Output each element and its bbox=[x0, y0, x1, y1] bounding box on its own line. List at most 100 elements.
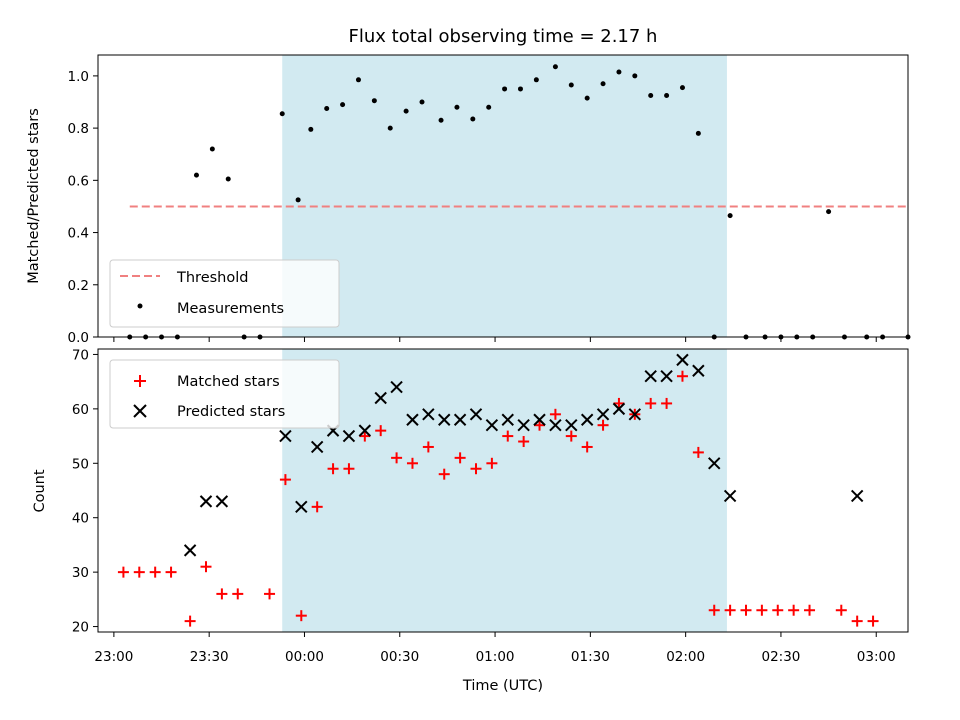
predicted-star-point bbox=[580, 413, 594, 426]
y-tick-label: 0.0 bbox=[68, 330, 89, 346]
matched-star-point bbox=[311, 501, 323, 513]
legend-measurements-swatch bbox=[137, 303, 143, 309]
matched-star-point bbox=[772, 604, 784, 616]
matched-star-point bbox=[565, 430, 577, 442]
predicted-star-point bbox=[279, 429, 292, 443]
measurement-point bbox=[486, 104, 492, 110]
bottom-panel: 20 30 40 50 60 70 23:00 23:30 00:00 00:30 01:00 01… bbox=[32, 347, 909, 694]
matched-star-point bbox=[613, 397, 625, 409]
legend-predicted-label: Predicted stars bbox=[177, 404, 285, 420]
measurement-point bbox=[470, 116, 476, 122]
y-tick-label: 20 bbox=[72, 620, 89, 636]
matched-star-point bbox=[581, 441, 593, 453]
measurement-point bbox=[695, 130, 701, 136]
predicted-star-point bbox=[374, 391, 387, 405]
y-tick-label: 60 bbox=[72, 402, 89, 418]
bottom-observing-window-shading bbox=[282, 349, 727, 632]
matched-star-point bbox=[534, 419, 546, 431]
top-panel: 0.0 0.2 0.4 0.6 0.8 1.0 Flux total observing … bbox=[26, 26, 911, 346]
y-tick-label: 70 bbox=[72, 347, 89, 363]
top-x-axis-ticks bbox=[113, 337, 877, 342]
y-tick-label: 40 bbox=[72, 511, 89, 527]
top-y-axis: 0.0 0.2 0.4 0.6 0.8 1.0 bbox=[68, 69, 98, 346]
bottom-y-axis-label: Count bbox=[32, 469, 48, 512]
bottom-legend-box bbox=[109, 359, 340, 429]
measurement-point bbox=[324, 106, 330, 112]
x-tick-label: 00:00 bbox=[285, 649, 324, 665]
measurement-point bbox=[826, 209, 832, 215]
x-tick-label: 02:00 bbox=[666, 649, 705, 665]
predicted-star-point bbox=[485, 418, 499, 432]
measurement-point bbox=[295, 197, 301, 203]
measurement-point bbox=[517, 86, 523, 92]
x-tick-label: 01:30 bbox=[571, 649, 610, 665]
matched-star-point bbox=[406, 457, 418, 469]
y-tick-label: 0.8 bbox=[68, 121, 89, 137]
predicted-star-point bbox=[644, 370, 657, 383]
measurement-point bbox=[193, 172, 199, 178]
bottom-x-axis: 23:00 23:30 00:00 00:30 01:00 01:30 02:00 02:30… bbox=[94, 632, 896, 665]
predicted-star-point bbox=[390, 380, 403, 394]
predicted-star-point bbox=[628, 408, 642, 421]
matched-star-point bbox=[264, 588, 276, 600]
matched-star-point bbox=[597, 419, 609, 431]
legend-matched-label: Matched stars bbox=[177, 374, 280, 390]
predicted-star-point bbox=[723, 489, 737, 503]
y-tick-label: 1.0 bbox=[68, 69, 89, 85]
x-tick-label: 03:00 bbox=[857, 649, 896, 665]
measurement-point bbox=[308, 126, 314, 132]
matched-star-point bbox=[117, 566, 129, 578]
predicted-star-point bbox=[215, 495, 229, 508]
predicted-star-point bbox=[342, 429, 356, 443]
measurement-point bbox=[664, 92, 670, 98]
measurement-point bbox=[502, 86, 508, 92]
predicted-star-point bbox=[406, 413, 419, 426]
predicted-star-point bbox=[453, 413, 467, 426]
matched-star-point bbox=[165, 566, 177, 578]
predicted-star-point bbox=[517, 418, 530, 432]
count-series bbox=[117, 353, 879, 627]
predicted-star-point bbox=[676, 353, 689, 367]
measurement-point bbox=[616, 69, 622, 75]
top-chart-title: Flux total observing time = 2.17 h bbox=[349, 26, 658, 47]
matched-star-point bbox=[327, 463, 339, 475]
predicted-star-point bbox=[596, 408, 610, 421]
measurement-point bbox=[679, 85, 685, 91]
matched-star-point bbox=[343, 463, 355, 475]
top-observing-window-shading bbox=[282, 55, 727, 337]
predicted-star-point bbox=[295, 500, 308, 514]
matched-star-point bbox=[518, 436, 530, 448]
legend-measurements-label: Measurements bbox=[177, 301, 284, 317]
measurement-point bbox=[355, 77, 361, 83]
legend-matched-swatch bbox=[134, 375, 146, 387]
measurement-point bbox=[209, 146, 215, 152]
measurement-point bbox=[387, 125, 393, 131]
predicted-star-point bbox=[565, 418, 578, 432]
predicted-star-point bbox=[469, 408, 483, 421]
matched-star-point bbox=[232, 588, 244, 600]
matched-star-point bbox=[438, 468, 450, 480]
x-tick-label: 02:30 bbox=[761, 649, 800, 665]
matched-star-point bbox=[549, 408, 561, 420]
x-tick-label: 00:30 bbox=[380, 649, 419, 665]
matched-star-point bbox=[149, 566, 161, 578]
matched-star-point bbox=[724, 604, 736, 616]
matched-star-point bbox=[375, 425, 387, 437]
matched-star-point bbox=[502, 430, 514, 442]
matched-star-point bbox=[676, 370, 688, 382]
matched-star-point bbox=[422, 441, 434, 453]
matched-star-point bbox=[470, 463, 482, 475]
matched-star-point bbox=[661, 397, 673, 409]
bottom-x-axis-label: Time (UTC) bbox=[462, 678, 543, 694]
matched-star-point bbox=[391, 452, 403, 464]
measurement-point bbox=[727, 213, 733, 219]
matched-star-point bbox=[359, 430, 371, 442]
y-tick-label: 0.6 bbox=[68, 173, 89, 189]
matched-star-point bbox=[740, 604, 752, 616]
top-legend-box bbox=[109, 259, 340, 328]
y-tick-label: 30 bbox=[72, 565, 89, 581]
predicted-star-point bbox=[310, 440, 324, 454]
legend-threshold-label: Threshold bbox=[176, 270, 248, 286]
measurement-point bbox=[632, 73, 638, 79]
matched-star-point bbox=[279, 474, 291, 486]
